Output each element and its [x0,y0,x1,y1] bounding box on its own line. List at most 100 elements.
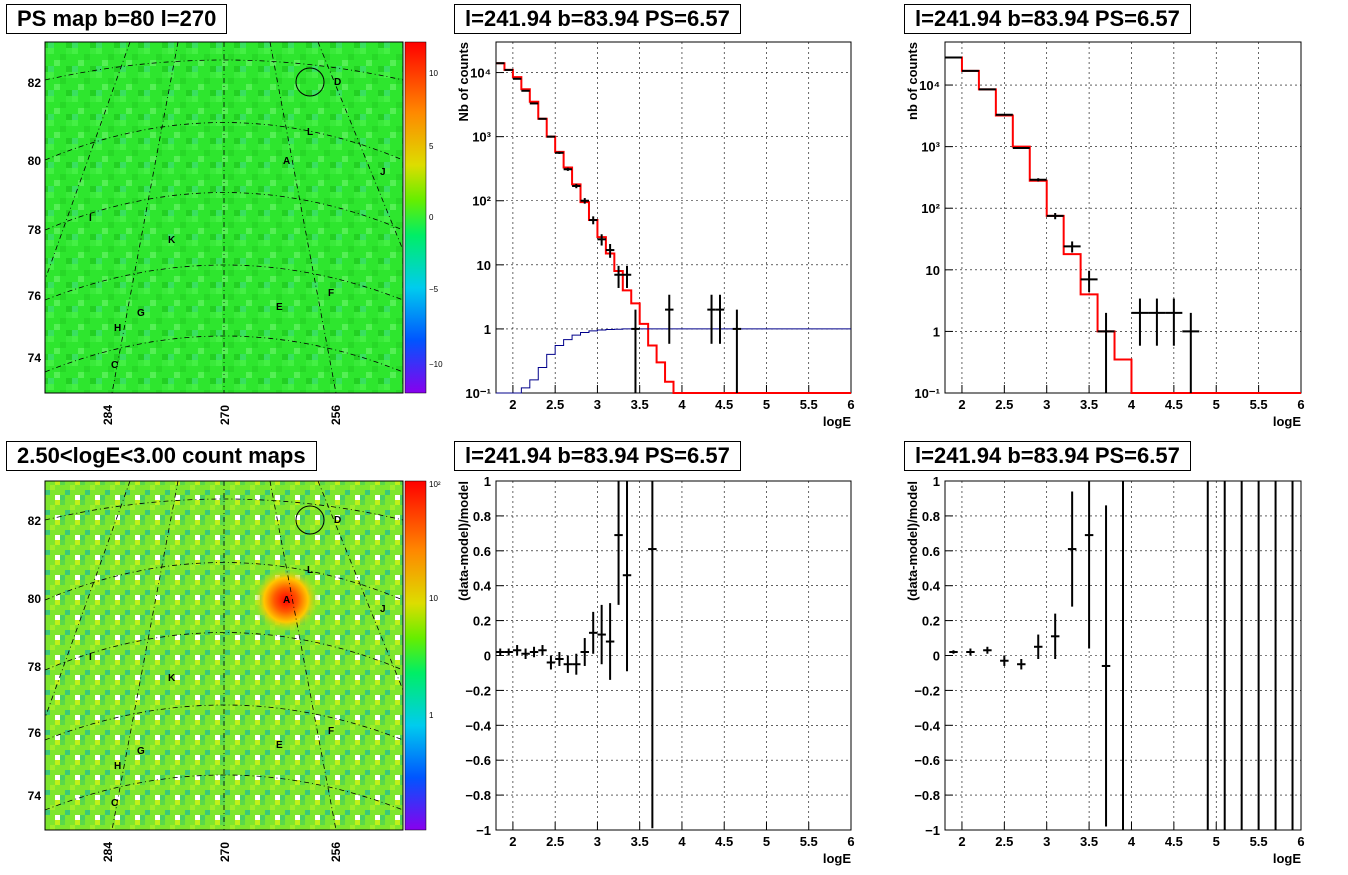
model-histogram [496,62,851,394]
source-label-i: I [89,213,92,224]
data-point [1017,658,1026,670]
x-tick-label: 2.5 [995,834,1013,849]
y-tick-label: 10³ [472,130,491,145]
count-map-title: 2.50<logE<3.00 count maps [6,441,317,471]
ps-map-colorbar-ticks: 10 5 0 −5 −10 [429,69,443,369]
y-tick-label: 10⁴ [919,78,940,93]
x-tick-label: 5.5 [1250,397,1268,412]
source-label-a: A [283,595,290,606]
data-point [546,135,556,138]
x-tick-label: 2 [958,834,965,849]
x-axis-label: logE [823,414,851,429]
x-tick-label: 5.5 [800,397,818,412]
ps-map-y-tick: 76 [28,289,42,303]
source-label-h: H [114,761,121,772]
x-tick-label: 4 [678,397,686,412]
ps-colorbar-tick: 10 [429,69,438,78]
y-tick-label: −0.8 [465,788,491,803]
data-point [580,638,589,666]
data-point [605,244,615,258]
x-tick-label: 6 [1297,397,1304,412]
data-point [1063,241,1081,253]
data-point [732,309,742,393]
source-label-k: K [168,235,176,246]
y-tick-label: 0.6 [473,544,491,559]
data-point [529,102,539,105]
y-tick-label: −1 [476,823,491,838]
x-tick-label: 3.5 [631,834,649,849]
data-point [1165,298,1183,346]
data-point [521,89,530,92]
y-tick-label: 0 [933,649,940,664]
ps-map-x-ticks: 284 270 256 [101,405,343,425]
y-tick-label: 10² [472,194,491,209]
x-tick-label: 3 [1043,834,1050,849]
x-tick-label: 5 [763,834,770,849]
ratio-histogram [496,328,851,394]
data-point [978,88,996,91]
count-map-x-ticks: 284 270 256 [101,842,343,862]
x-tick-label: 5 [1213,397,1220,412]
ps-map-y-tick: 78 [28,223,42,237]
data-point [614,481,623,605]
data-point [715,294,725,344]
x-tick-label: 4 [1128,834,1136,849]
x-tick-label: 4 [1128,397,1136,412]
count-map-y-tick: 80 [28,592,42,606]
x-axis-label: logE [1273,414,1301,429]
source-label-g: G [137,746,145,757]
ps-map-colorbar [404,41,427,394]
x-tick-label: 5 [763,397,770,412]
x-tick-label: 3.5 [631,397,649,412]
x-tick-label: 3 [594,834,601,849]
ps-map-y-ticks: 74 76 78 80 82 [28,76,42,365]
source-label-i: I [89,652,92,663]
source-label-f: F [328,726,334,737]
data-point [1080,270,1098,293]
count-colorbar-tick: 1 [429,711,434,720]
plot-frame [495,41,852,394]
data-point [614,265,623,288]
data-point [995,113,1013,116]
source-label-e: E [276,302,283,313]
data-point [597,604,606,665]
source-label-e: E [276,740,283,751]
y-tick-label: −0.2 [914,683,940,698]
data-point [504,648,513,656]
y-axis-label: nb of counts [905,42,920,120]
data-point [949,650,958,654]
data-point [546,655,556,670]
ps-colorbar-tick: −10 [429,360,443,369]
x-tick-label: 3.5 [1080,397,1098,412]
count-map-colorbar-ticks: 10² 10 1 [429,480,441,720]
data-point [1131,298,1149,346]
x-tick-label: 3 [594,397,601,412]
data-point [572,183,581,189]
residual-left-chart: 2 2.5 3 3.5 4 4.5 5 5.5 6 −1 −0.8 −0.6 −0.4 −0.2 0 0.2 0… [456,474,855,866]
data-point [1182,312,1200,393]
data-point [580,198,589,204]
data-point [512,645,522,656]
count-map-y-tick: 82 [28,514,42,528]
ps-map-panel: D L A J I K F E G H C 74 76 78 80 82 284… [28,41,443,425]
y-axis-label: (data-model)/model [456,481,471,601]
y-axis-label: Nb of counts [456,42,471,121]
data-point [555,652,564,666]
data-point [563,655,573,673]
source-label-f: F [328,288,334,299]
source-label-l: L [307,565,313,576]
y-tick-label: 0.6 [922,544,940,559]
y-tick-label: 10³ [921,140,940,155]
chart-grid [496,42,852,394]
ps-map-y-tick: 80 [28,154,42,168]
source-label-k: K [168,673,176,684]
y-tick-label: 0.2 [922,614,940,629]
y-tick-label: 10⁻¹ [465,386,491,401]
source-label-g: G [137,308,145,319]
y-tick-label: 10⁻¹ [914,386,940,401]
axis-ticks: 2 2.5 3 3.5 4 4.5 5 5.5 6 −1 −0.8 −0.6 −0.4 −0.2 0 0.2 0… [905,474,1305,866]
residual-right-chart: 2 2.5 3 3.5 4 4.5 5 5.5 6 −1 −0.8 −0.6 −0.4 −0.2 0 0.2 0… [905,474,1305,866]
x-axis-label: logE [823,851,851,866]
data-point [983,646,992,654]
